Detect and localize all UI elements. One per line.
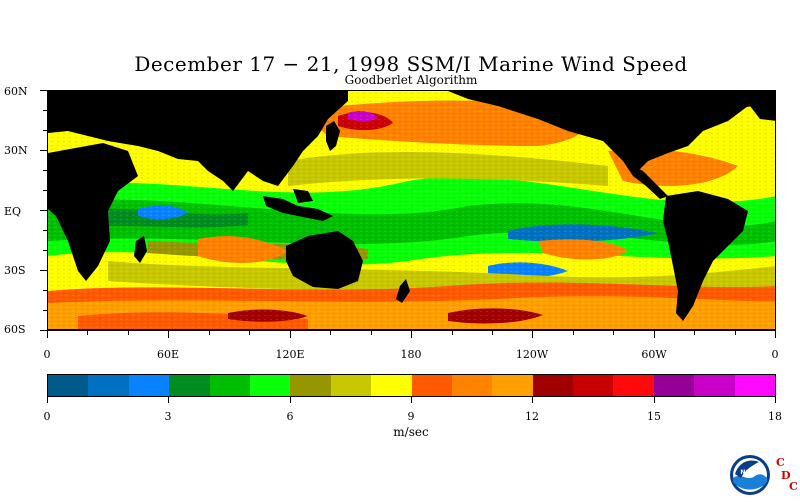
- color-swatch-6: [290, 375, 331, 396]
- map-field-svg: [48, 91, 775, 330]
- lon-label-180: 180: [400, 348, 422, 361]
- scale-label-3: 3: [164, 410, 172, 423]
- noaa-cdc-logo: NOAA C D C: [729, 452, 799, 498]
- color-swatch-0: [48, 375, 89, 396]
- lat-label-60s: 60S: [4, 323, 26, 336]
- scale-label-9: 9: [407, 410, 415, 423]
- cdc-letter-3: C: [789, 480, 798, 493]
- color-swatch-17: [734, 375, 776, 396]
- color-swatch-12: [532, 375, 574, 396]
- lon-label-60e: 60E: [156, 348, 180, 361]
- central-america: [623, 161, 668, 199]
- color-swatch-13: [573, 375, 614, 396]
- indonesia: [263, 196, 333, 221]
- color-swatch-14: [613, 375, 654, 396]
- color-swatch-1: [88, 375, 129, 396]
- map-title: December 17 − 21, 1998 SSM/I Marine Wind…: [134, 52, 688, 76]
- color-swatch-11: [492, 375, 533, 396]
- borneo: [293, 189, 313, 203]
- eurasia: [48, 91, 348, 191]
- color-scale-bar: [47, 374, 776, 397]
- lon-label-0: 0: [43, 348, 51, 361]
- color-swatch-4: [209, 375, 250, 396]
- color-swatch-8: [371, 375, 412, 396]
- color-swatch-5: [249, 375, 291, 396]
- australia: [286, 231, 363, 289]
- lat-label-30s: 30S: [4, 264, 26, 277]
- africa: [48, 143, 138, 281]
- south-america: [663, 191, 748, 321]
- lat-label-30n: 30N: [4, 144, 28, 157]
- noaa-text: NOAA: [740, 469, 760, 476]
- scale-label-0: 0: [43, 410, 51, 423]
- wind-speed-map: [47, 90, 776, 331]
- scale-label-15: 15: [647, 410, 661, 423]
- scale-units: m/sec: [393, 425, 429, 439]
- color-swatch-15: [653, 375, 695, 396]
- lat-label-60n: 60N: [4, 85, 28, 98]
- lon-label-60w: 60W: [641, 348, 667, 361]
- color-swatch-3: [169, 375, 210, 396]
- madagascar: [134, 236, 147, 263]
- color-swatch-9: [411, 375, 452, 396]
- scale-label-12: 12: [525, 410, 539, 423]
- lon-label-0-end: 0: [771, 348, 779, 361]
- color-swatch-10: [451, 375, 493, 396]
- lat-label-eq: EQ: [4, 205, 22, 218]
- cdc-letter-2: D: [781, 469, 791, 482]
- color-swatch-16: [694, 375, 735, 396]
- land-masses: [48, 91, 775, 330]
- antarctica-edge: [48, 329, 775, 330]
- map-subtitle: Goodberlet Algorithm: [344, 73, 478, 87]
- cdc-letter-1: C: [776, 456, 785, 469]
- japan: [326, 121, 340, 151]
- greenland: [748, 91, 775, 121]
- color-swatch-2: [128, 375, 170, 396]
- new-zealand: [396, 279, 410, 303]
- north-america: [448, 91, 775, 171]
- scale-label-18: 18: [768, 410, 782, 423]
- color-swatch-7: [330, 375, 372, 396]
- scale-label-6: 6: [286, 410, 294, 423]
- lon-label-120w: 120W: [515, 348, 549, 361]
- lon-label-120e: 120E: [275, 348, 305, 361]
- noaa-logo: NOAA C D C: [730, 455, 798, 495]
